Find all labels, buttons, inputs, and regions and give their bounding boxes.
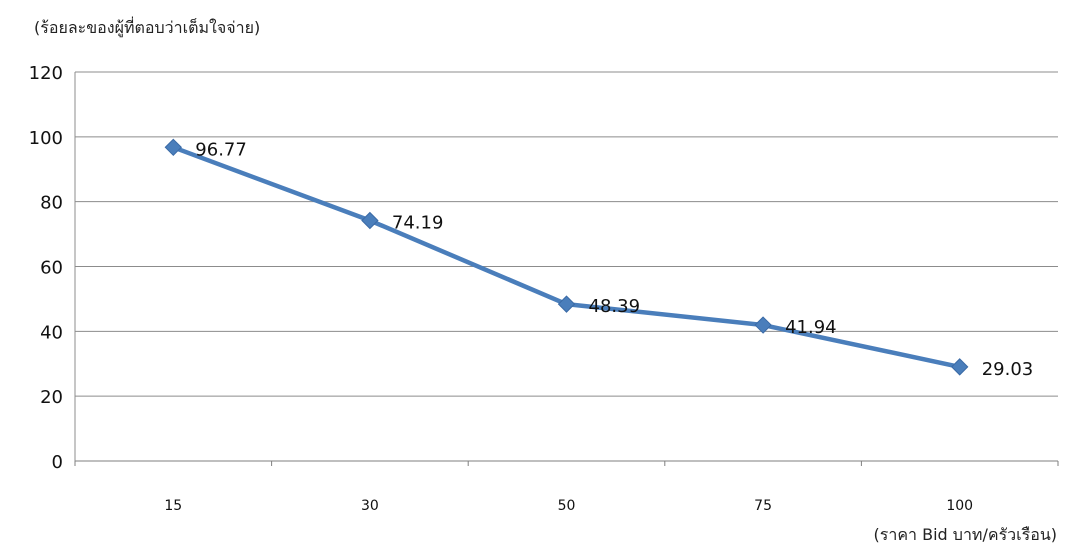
data-label: 29.03 [982,359,1034,380]
x-tick-label: 75 [754,498,772,514]
data-label: 96.77 [195,139,247,160]
y-axis-title: (ร้อยละของผู้ที่ตอบว่าเต็มใจจ่าย) [34,18,261,37]
y-tick-label: 100 [29,128,63,149]
x-tick-label: 100 [946,498,973,514]
x-tick-label: 50 [558,498,576,514]
y-tick-label: 120 [29,63,63,84]
x-axis-title: (ราคา Bid บาท/ครัวเรือน) [873,525,1057,544]
data-point-marker [950,358,969,376]
y-tick-label: 20 [40,387,63,408]
y-tick-label: 0 [52,452,63,473]
y-tick-label: 60 [40,258,63,279]
data-label: 41.94 [785,317,837,338]
y-tick-label: 80 [40,193,63,214]
data-point-marker [361,211,379,230]
series-line [171,145,962,370]
data-label: 48.39 [589,296,641,317]
data-point-marker [754,316,772,334]
x-tick-label: 30 [361,498,379,514]
data-point-marker [557,295,576,313]
y-tick-label: 40 [40,322,63,343]
data-label: 74.19 [392,213,444,234]
x-tick-label: 15 [164,498,182,514]
data-point-marker [164,138,183,157]
